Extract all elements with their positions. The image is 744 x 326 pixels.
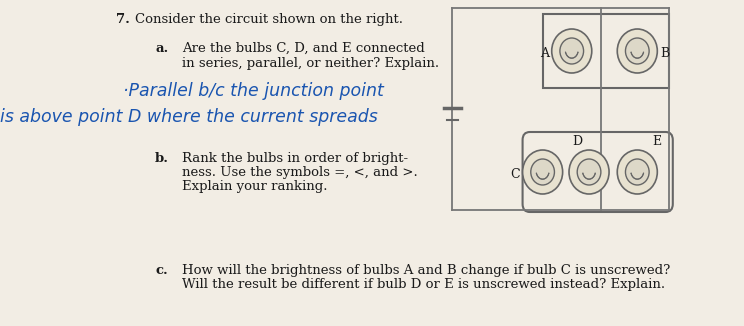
Circle shape bbox=[626, 38, 649, 64]
Text: a.: a. bbox=[155, 42, 168, 55]
Circle shape bbox=[552, 29, 591, 73]
Circle shape bbox=[618, 29, 657, 73]
Text: C: C bbox=[510, 168, 520, 181]
Circle shape bbox=[530, 159, 554, 185]
Circle shape bbox=[522, 150, 562, 194]
Text: A: A bbox=[540, 47, 549, 60]
Text: 7.: 7. bbox=[116, 13, 130, 26]
Text: ness. Use the symbols =, <, and >.: ness. Use the symbols =, <, and >. bbox=[182, 166, 418, 179]
Circle shape bbox=[618, 150, 657, 194]
Circle shape bbox=[626, 159, 649, 185]
Text: Explain your ranking.: Explain your ranking. bbox=[182, 180, 327, 193]
Text: is above point D where the current spreads: is above point D where the current sprea… bbox=[0, 108, 378, 126]
Circle shape bbox=[577, 159, 601, 185]
Circle shape bbox=[569, 150, 609, 194]
Text: Will the result be different if bulb D or E is unscrewed instead? Explain.: Will the result be different if bulb D o… bbox=[182, 278, 665, 291]
Text: b.: b. bbox=[155, 152, 168, 165]
Text: Are the bulbs C, D, and E connected: Are the bulbs C, D, and E connected bbox=[182, 42, 425, 55]
Text: c.: c. bbox=[155, 264, 168, 277]
Text: How will the brightness of bulbs A and B change if bulb C is unscrewed?: How will the brightness of bulbs A and B… bbox=[182, 264, 670, 277]
Circle shape bbox=[560, 38, 583, 64]
Text: Consider the circuit shown on the right.: Consider the circuit shown on the right. bbox=[135, 13, 403, 26]
Text: D: D bbox=[573, 135, 583, 148]
Bar bbox=[542, 14, 669, 88]
Text: E: E bbox=[652, 135, 661, 148]
Text: B: B bbox=[660, 47, 670, 60]
Text: ·Parallel b/c the junction point: ·Parallel b/c the junction point bbox=[123, 82, 384, 100]
Text: Rank the bulbs in order of bright-: Rank the bulbs in order of bright- bbox=[182, 152, 408, 165]
Text: in series, parallel, or neither? Explain.: in series, parallel, or neither? Explain… bbox=[182, 57, 439, 70]
